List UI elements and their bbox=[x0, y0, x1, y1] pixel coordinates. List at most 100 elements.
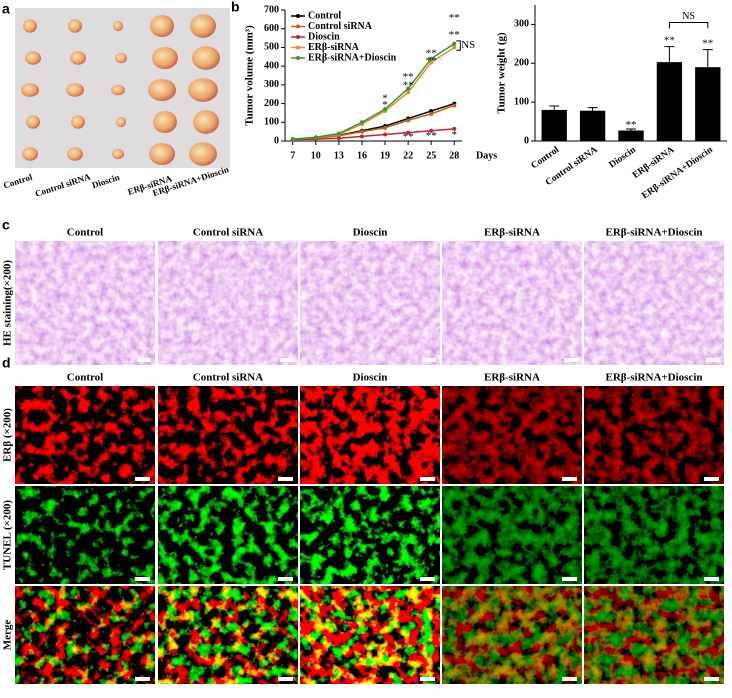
y-tick-label: 0 bbox=[274, 135, 279, 146]
tumor bbox=[71, 115, 85, 129]
data-point bbox=[429, 56, 434, 61]
he-image bbox=[300, 241, 440, 365]
annotation: ** bbox=[403, 131, 414, 143]
fluorescence-image bbox=[584, 486, 724, 584]
fluorescence-image bbox=[15, 486, 155, 584]
column-header: ERβ-siRNA bbox=[484, 372, 540, 384]
column-header: Dioscin bbox=[353, 227, 388, 239]
legend-label: ERβ-siRNA+Dioscin bbox=[308, 52, 397, 63]
tumor bbox=[23, 19, 37, 33]
y-tick-label: 600 bbox=[264, 23, 279, 34]
fluorescence-image bbox=[300, 486, 440, 584]
x-tick-label: 16 bbox=[357, 150, 367, 161]
data-point bbox=[429, 109, 434, 114]
scale-bar bbox=[135, 577, 150, 581]
y-axis-label: Tumor weight (g) bbox=[496, 32, 508, 114]
annotation: NS bbox=[682, 11, 695, 22]
fluorescence-image bbox=[300, 386, 440, 484]
tumor bbox=[193, 110, 219, 134]
tumor bbox=[153, 110, 177, 134]
data-point bbox=[452, 103, 457, 108]
bar bbox=[656, 62, 683, 142]
series-line bbox=[292, 43, 455, 140]
scale-bar bbox=[704, 477, 719, 481]
error-bar bbox=[702, 49, 713, 68]
scale-bar bbox=[422, 358, 436, 362]
row-label: TUNEL (×200) bbox=[2, 500, 14, 570]
x-tick-label: 10 bbox=[311, 150, 321, 161]
data-point bbox=[383, 125, 388, 130]
tumor bbox=[22, 147, 38, 161]
group-label: Control bbox=[2, 172, 34, 191]
legend-label: Dioscin bbox=[308, 31, 340, 42]
data-point bbox=[406, 130, 411, 135]
annotation: ** bbox=[426, 130, 437, 142]
tumor bbox=[190, 14, 216, 38]
data-point bbox=[429, 128, 434, 133]
tumor bbox=[111, 84, 125, 96]
fluorescence-image bbox=[584, 586, 724, 684]
tumor bbox=[148, 78, 176, 102]
scale-bar bbox=[704, 577, 719, 581]
data-point bbox=[429, 60, 434, 65]
scale-bar bbox=[420, 677, 435, 681]
legend-label: ERβ-siRNA bbox=[308, 42, 360, 53]
annotation: * bbox=[452, 129, 458, 141]
tumor bbox=[150, 14, 174, 38]
scale-bar bbox=[137, 358, 151, 362]
column-header: Control bbox=[67, 372, 103, 384]
he-image bbox=[15, 241, 155, 365]
scale-bar bbox=[562, 477, 577, 481]
y-tick-label: 400 bbox=[264, 60, 279, 71]
legend-label: Control bbox=[308, 10, 341, 21]
error-bar bbox=[664, 46, 675, 63]
data-point bbox=[406, 118, 411, 123]
scale-bar bbox=[135, 677, 150, 681]
bar bbox=[541, 109, 567, 141]
y-tick-label: 100 bbox=[514, 96, 529, 107]
x-tick-label: 7 bbox=[290, 150, 295, 161]
he-image bbox=[442, 241, 582, 365]
annotation: * bbox=[382, 99, 388, 111]
scale-bar bbox=[704, 677, 719, 681]
tumor bbox=[149, 142, 175, 166]
he-image bbox=[584, 241, 724, 365]
scale-bar bbox=[278, 477, 293, 481]
x-tick-label: 28 bbox=[449, 150, 459, 161]
annotation: ** bbox=[403, 71, 414, 83]
annotation: * bbox=[382, 92, 388, 104]
fluorescence-image bbox=[300, 586, 440, 684]
annotation: ** bbox=[426, 48, 437, 60]
tumor bbox=[68, 19, 82, 33]
tumor bbox=[112, 148, 124, 160]
column-header: Control siRNA bbox=[193, 372, 263, 384]
y-tick-label: 700 bbox=[264, 4, 279, 15]
fluorescence-image bbox=[15, 586, 155, 684]
tumor bbox=[115, 52, 127, 64]
annotation: ** bbox=[626, 119, 637, 131]
tumor bbox=[21, 83, 39, 97]
data-point bbox=[336, 131, 341, 136]
tumor bbox=[70, 51, 86, 65]
data-point bbox=[452, 45, 457, 50]
scale-bar bbox=[562, 577, 577, 581]
group-label: Control siRNA bbox=[34, 171, 92, 198]
scale-bar bbox=[278, 577, 293, 581]
scale-bar bbox=[706, 358, 720, 362]
data-point bbox=[359, 134, 364, 139]
legend-label: Control siRNA bbox=[308, 21, 373, 32]
data-point bbox=[429, 111, 434, 116]
x-tick-label: 22 bbox=[403, 150, 413, 161]
data-point bbox=[406, 86, 411, 91]
error-bar bbox=[626, 128, 636, 131]
annotation: ** bbox=[449, 12, 460, 24]
bar bbox=[579, 110, 606, 141]
annotation: ** bbox=[664, 34, 675, 46]
fluorescence-image bbox=[442, 386, 582, 484]
tumor bbox=[152, 46, 178, 70]
tumor bbox=[188, 78, 218, 102]
data-point bbox=[313, 135, 318, 140]
x-tick-label: Dioscin bbox=[608, 145, 639, 171]
row-label: Merge bbox=[2, 620, 14, 651]
tumor bbox=[192, 46, 220, 70]
